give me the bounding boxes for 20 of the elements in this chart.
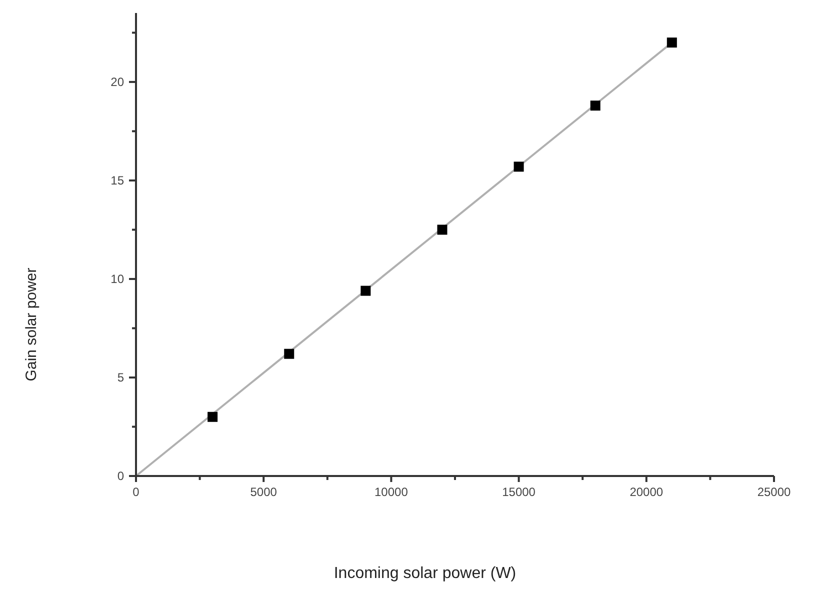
point — [437, 224, 448, 235]
point — [666, 38, 677, 48]
x-tick-label: 25000 — [757, 485, 792, 499]
x-axis-title: Incoming solar power (W) — [334, 565, 516, 582]
point — [514, 162, 524, 172]
point — [284, 348, 294, 359]
y-tick-label: 0 — [117, 469, 124, 483]
y-tick-label: 5 — [117, 370, 124, 384]
x-tick-label: 0 — [132, 485, 140, 499]
point — [590, 100, 600, 111]
y-axis-title: Gain solar power — [23, 268, 40, 382]
x-tick-label: 20000 — [630, 485, 664, 499]
point — [208, 412, 218, 422]
y-tick-label: 10 — [110, 272, 124, 286]
x-tick-label: 10000 — [374, 485, 408, 499]
point — [360, 286, 371, 296]
x-tick-label: 5000 — [250, 485, 278, 499]
x-tick-label: 15000 — [502, 485, 536, 499]
y-tick-label: 15 — [110, 173, 124, 188]
y-tick-label: 20 — [110, 74, 124, 89]
